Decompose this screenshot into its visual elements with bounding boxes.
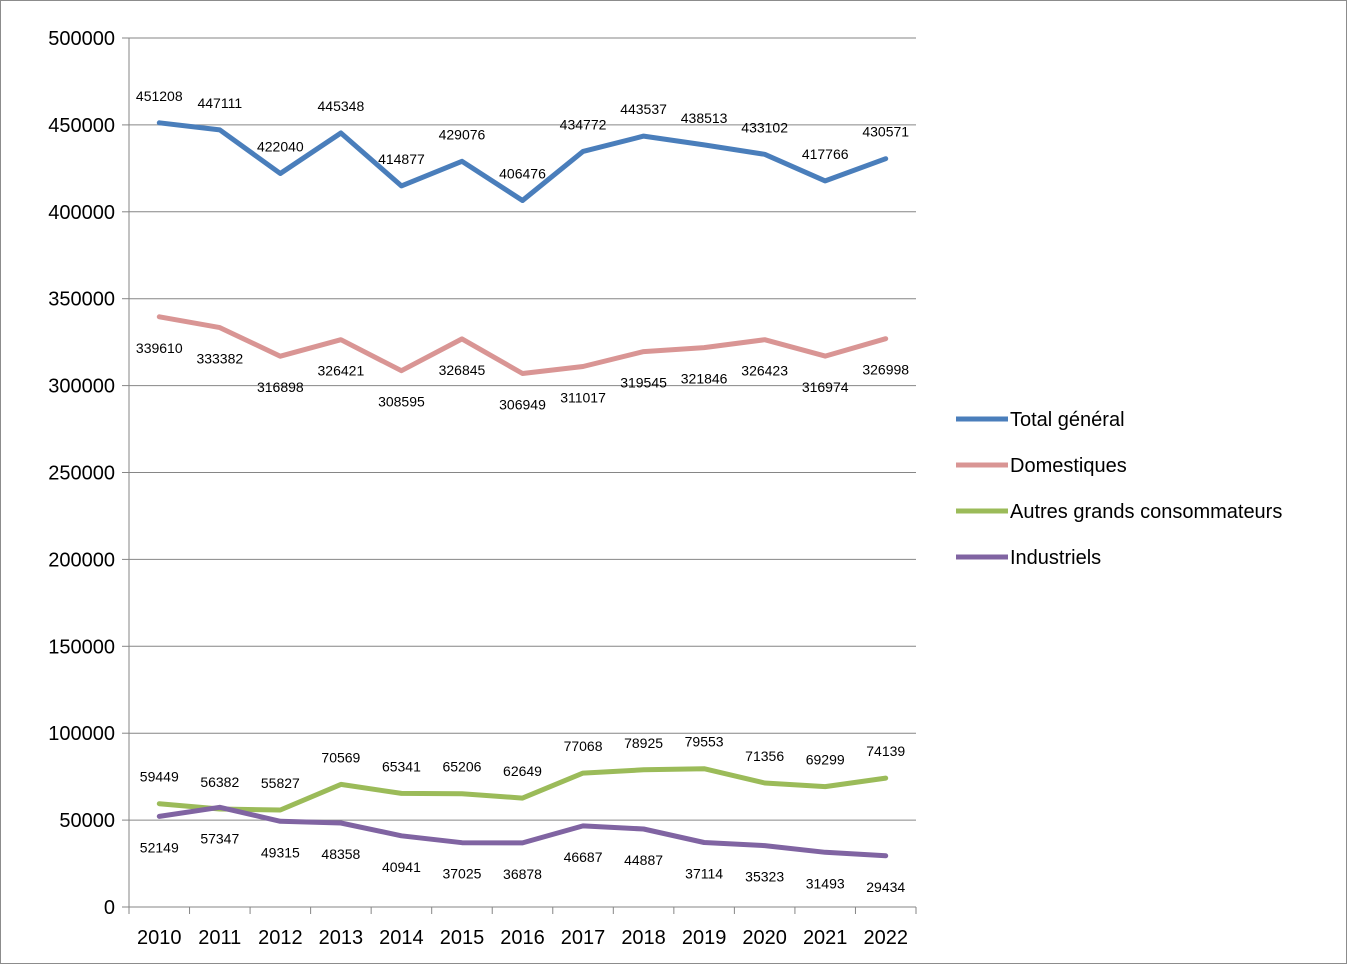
x-tick-label: 2014: [379, 927, 424, 949]
data-label: 74139: [866, 743, 905, 759]
x-tick-label: 2013: [319, 927, 364, 949]
data-label: 306949: [499, 397, 546, 413]
data-label: 422040: [257, 138, 304, 154]
data-label: 339610: [136, 340, 183, 356]
data-label: 56382: [200, 774, 239, 790]
data-label: 65206: [442, 759, 481, 775]
data-label: 40941: [382, 859, 421, 875]
data-label: 326421: [318, 363, 365, 379]
x-tick-label: 2011: [198, 927, 241, 949]
series-line: [156, 120, 889, 203]
data-label: 31493: [806, 875, 845, 891]
data-label: 311017: [560, 389, 606, 405]
data-label: 445348: [318, 98, 365, 114]
legend: Total général Domestiques Autres grands co…: [956, 409, 1282, 569]
data-label: 29434: [866, 879, 905, 895]
data-label: 57347: [200, 830, 239, 846]
data-label: 326845: [439, 362, 486, 378]
data-label: 52149: [140, 839, 179, 855]
data-label: 321846: [681, 371, 728, 387]
data-labels: 451208 447111 422040 445348 414877 429076 4064…: [136, 88, 909, 895]
data-label: 37025: [442, 866, 481, 882]
legend-label: Autres grands consommateurs: [1010, 501, 1282, 523]
x-tick-label: 2017: [561, 927, 606, 949]
data-label: 79553: [685, 734, 724, 750]
data-label: 417766: [802, 146, 849, 162]
y-tick-label: 350000: [48, 289, 115, 311]
x-tick-label: 2018: [621, 927, 666, 949]
data-label: 447111: [197, 95, 242, 111]
legend-label: Total général: [1010, 409, 1125, 431]
data-label: 71356: [745, 748, 784, 764]
data-label: 414877: [378, 151, 425, 167]
series-line: [156, 766, 889, 813]
data-label: 333382: [196, 351, 243, 367]
x-tick-label: 2010: [137, 927, 182, 949]
data-label: 308595: [378, 394, 425, 410]
axes: 0 50000 100000 150000 200000 250000 300000 3500…: [48, 28, 917, 949]
x-tick-label: 2015: [440, 927, 485, 949]
data-label: 438513: [681, 110, 728, 126]
y-tick-label: 300000: [48, 376, 115, 398]
data-label: 59449: [140, 769, 179, 785]
data-label: 49315: [261, 844, 300, 860]
y-tick-label: 400000: [48, 202, 115, 224]
data-label: 451208: [136, 88, 183, 104]
x-tick-label: 2021: [803, 927, 848, 949]
data-label: 36878: [503, 866, 542, 882]
data-label: 37114: [685, 865, 723, 881]
y-tick-label: 100000: [48, 723, 115, 745]
data-label: 326423: [741, 363, 788, 379]
data-label: 326998: [862, 362, 909, 378]
y-tick-label: 50000: [59, 810, 115, 832]
data-label: 434772: [560, 116, 607, 132]
data-label: 70569: [321, 749, 360, 765]
y-tick-label: 500000: [48, 28, 115, 50]
y-tick-label: 450000: [48, 115, 115, 137]
data-label: 78925: [624, 735, 663, 751]
legend-label: Industriels: [1010, 547, 1101, 569]
y-tick-label: 200000: [48, 549, 115, 571]
y-tick-label: 250000: [48, 463, 115, 485]
x-tick-label: 2022: [863, 927, 908, 949]
series-line: [156, 314, 889, 376]
data-label: 443537: [620, 101, 667, 117]
y-tick-label: 0: [104, 897, 115, 919]
data-label: 433102: [741, 119, 788, 135]
data-label: 65341: [382, 758, 421, 774]
data-label: 69299: [806, 752, 845, 768]
grid-lines: [129, 37, 916, 821]
data-label: 44887: [624, 852, 663, 868]
data-label: 429076: [439, 126, 486, 142]
data-label: 316974: [802, 379, 849, 395]
data-label: 62649: [503, 763, 542, 779]
data-label: 48358: [321, 846, 360, 862]
data-label: 316898: [257, 379, 304, 395]
data-label: 430571: [862, 124, 909, 140]
data-label: 406476: [499, 166, 546, 182]
data-label: 55827: [261, 775, 300, 791]
x-tick-label: 2020: [742, 927, 787, 949]
x-tick-label: 2019: [682, 927, 727, 949]
data-label: 35323: [745, 869, 784, 885]
y-tick-label: 150000: [48, 636, 115, 658]
data-label: 319545: [620, 375, 667, 391]
data-label: 46687: [564, 849, 603, 865]
series-line: [156, 804, 889, 859]
x-tick-label: 2016: [500, 927, 545, 949]
legend-label: Domestiques: [1010, 455, 1127, 477]
series-lines: [156, 120, 889, 859]
data-label: 77068: [564, 738, 603, 754]
x-tick-label: 2012: [258, 927, 303, 949]
